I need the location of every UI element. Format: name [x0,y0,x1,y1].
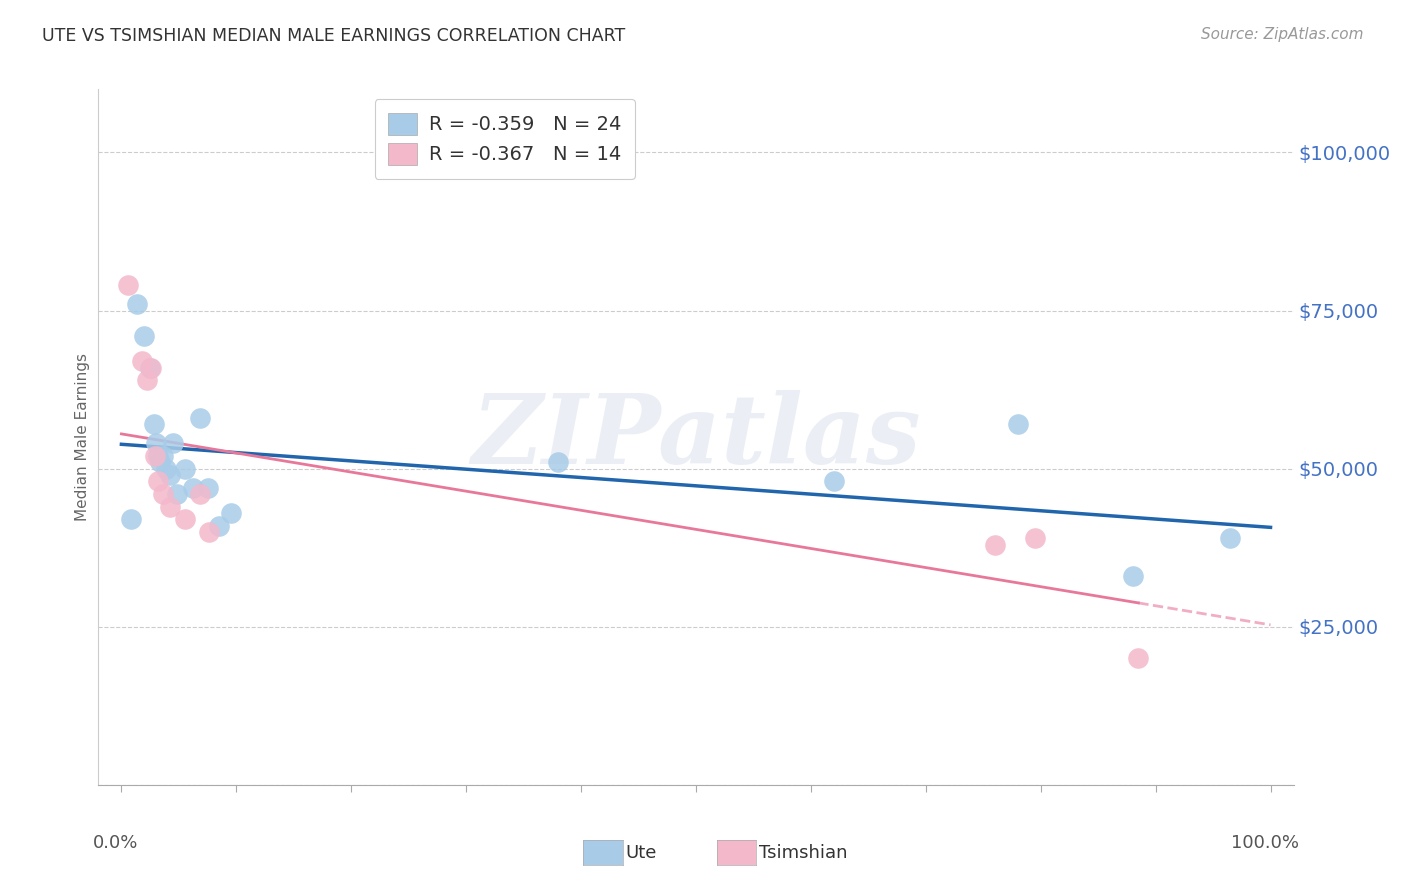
Point [173,461,195,475]
Point [131,354,153,368]
Y-axis label: Median Male Earnings: Median Male Earnings [75,353,90,521]
Point [219,506,242,520]
Point [148,475,170,489]
Point [141,360,163,375]
Point [166,487,188,501]
Point [149,455,172,469]
Text: Tsimshian: Tsimshian [759,844,848,862]
Point [823,475,845,489]
Point [152,487,174,501]
Point [143,449,166,463]
Point [197,481,219,495]
Text: ZIPatlas: ZIPatlas [471,390,921,484]
Point [197,524,219,539]
Point [1219,531,1241,545]
Point [120,512,142,526]
Point [188,487,211,501]
Point [148,449,170,463]
Point [152,449,174,463]
Point [159,500,181,514]
Point [127,297,149,311]
Point [1024,531,1046,545]
Point [188,411,211,425]
Point [1007,417,1029,432]
Text: UTE VS TSIMSHIAN MEDIAN MALE EARNINGS CORRELATION CHART: UTE VS TSIMSHIAN MEDIAN MALE EARNINGS CO… [42,27,626,45]
Point [162,436,184,450]
Point [159,468,181,483]
Point [173,512,195,526]
Legend: R = -0.359   N = 24, R = -0.367   N = 14: R = -0.359 N = 24, R = -0.367 N = 14 [374,99,636,178]
Text: Ute: Ute [626,844,657,862]
Point [139,360,162,375]
Point [1128,651,1150,665]
Point [142,417,165,432]
Point [208,518,231,533]
Text: 100.0%: 100.0% [1232,834,1299,852]
Point [547,455,569,469]
Point [134,329,156,343]
Point [1122,569,1144,583]
Text: 0.0%: 0.0% [93,834,138,852]
Point [117,278,139,293]
Point [983,538,1005,552]
Point [145,436,167,450]
Point [135,373,157,387]
Text: Source: ZipAtlas.com: Source: ZipAtlas.com [1201,27,1364,42]
Point [181,481,204,495]
Point [155,461,177,475]
